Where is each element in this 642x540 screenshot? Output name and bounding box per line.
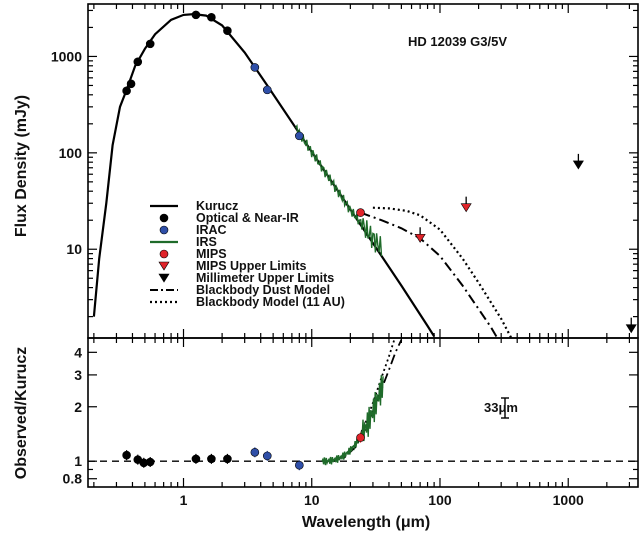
ratio-irs-spectrum-line <box>321 375 384 466</box>
millimeter-upper-limit <box>572 160 584 170</box>
optical-point <box>207 12 216 22</box>
millimeter-upper-limit <box>625 324 637 334</box>
optical-point <box>191 10 201 20</box>
x-tick-label: 1 <box>180 492 188 508</box>
legend-swatch-irac <box>159 225 169 235</box>
optical-point <box>145 39 155 49</box>
optical-point <box>122 86 131 96</box>
legend-label-kurucz: Kurucz <box>196 199 238 213</box>
star-annotation: HD 12039 G3/5V <box>408 34 507 49</box>
ratio-optical-point <box>122 450 131 460</box>
x-tick-label: 100 <box>428 492 452 508</box>
optical-point <box>223 26 232 35</box>
ratio-optical-point <box>191 454 201 464</box>
x-tick-label: 10 <box>304 492 320 508</box>
mips-upper-limit <box>460 203 472 213</box>
y-tick-label-bottom: 2 <box>74 399 82 415</box>
legend-label-bb_dust: Blackbody Dust Model <box>196 283 330 297</box>
legend-label-irs: IRS <box>196 235 217 249</box>
legend-label-bb_11au: Blackbody Model (11 AU) <box>196 295 345 309</box>
ratio-irac-point <box>262 451 272 461</box>
legend-swatch-mips_ul <box>158 261 170 271</box>
y-axis-label-flux: Flux Density (mJy) <box>13 95 30 237</box>
ratio-mips-point <box>356 433 365 442</box>
blackbody-11au-model-line <box>372 206 513 338</box>
irac-point <box>262 85 272 95</box>
blackbody-dust-model-line <box>360 211 499 338</box>
optical-point <box>126 79 136 89</box>
ratio-blackbody-11au-line <box>330 339 396 463</box>
y-tick-label-top: 100 <box>59 145 83 161</box>
irac-point <box>295 131 304 141</box>
y-tick-label-top: 10 <box>66 241 82 257</box>
bottom-panel-frame <box>87 337 639 488</box>
y-tick-label-top: 1000 <box>51 48 82 64</box>
y-tick-label-bottom: 4 <box>74 344 82 360</box>
legend-swatch-mips <box>159 249 169 259</box>
y-tick-label-bottom: 1 <box>74 453 82 469</box>
legend-swatch-optical <box>159 213 169 223</box>
y-tick-label-bottom: 3 <box>74 367 82 383</box>
ratio-irac-point <box>250 447 260 457</box>
mips-upper-limit <box>414 233 426 243</box>
ratio-irac-point <box>295 460 304 470</box>
y-axis-label-ratio: Observed/Kurucz <box>13 347 30 479</box>
optical-point <box>133 57 143 67</box>
legend-label-irac: IRAC <box>196 223 227 237</box>
x-tick-label: 1000 <box>553 492 584 508</box>
mips-point <box>356 208 365 217</box>
irac-point <box>250 63 260 72</box>
ratio-optical-point <box>145 457 155 467</box>
x-axis-label: Wavelength (μm) <box>302 514 430 531</box>
y-tick-label-bottom: 0.8 <box>63 471 83 487</box>
legend-label-mm_ul: Millimeter Upper Limits <box>196 271 334 285</box>
ratio-optical-point <box>207 454 216 464</box>
legend-label-mips: MIPS <box>196 247 227 261</box>
legend-swatch-mm_ul <box>158 273 170 283</box>
legend-label-mips_ul: MIPS Upper Limits <box>196 259 306 273</box>
ratio-optical-point <box>223 454 232 464</box>
legend-label-optical: Optical & Near-IR <box>196 211 299 225</box>
irs-spectrum-line <box>295 124 383 257</box>
wavelength-annotation: 33μm <box>484 400 518 415</box>
